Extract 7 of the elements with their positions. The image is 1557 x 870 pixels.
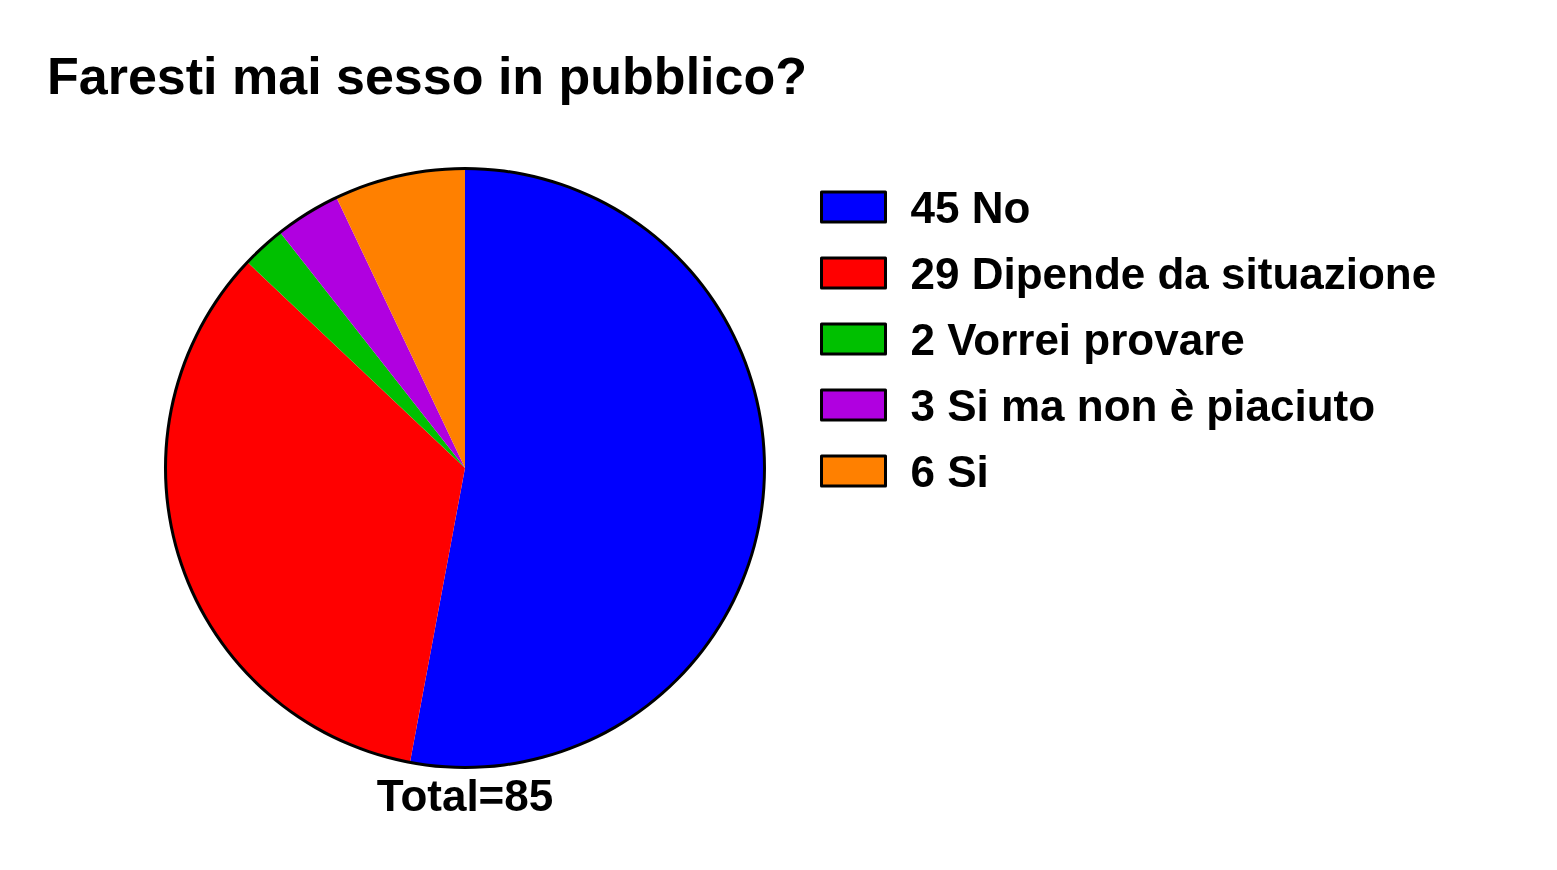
legend-label: 2 Vorrei provare xyxy=(910,314,1245,364)
chart-title: Faresti mai sesso in pubblico? xyxy=(47,47,807,105)
text: Total=85 xyxy=(376,770,554,820)
legend-label: 45 No xyxy=(910,182,1031,232)
legend-label: 3 Si ma non è piaciuto xyxy=(910,380,1376,430)
legend-label: 29 Dipende da situazione xyxy=(910,248,1437,298)
legend-label: 6 Si xyxy=(910,446,989,496)
